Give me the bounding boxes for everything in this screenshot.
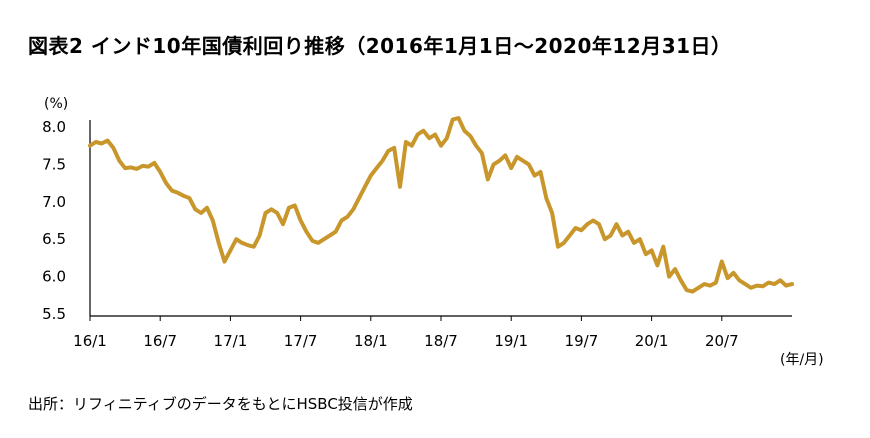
x-tick-label: 17/7: [284, 332, 318, 350]
y-tick-label: 8.0: [42, 118, 66, 136]
y-tick-label: 7.5: [42, 155, 66, 173]
y-axis-unit: (%): [44, 96, 68, 112]
chart-title: 図表2 インド10年国債利回り推移（2016年1月1日～2020年12月31日）: [28, 34, 732, 58]
x-axis-unit: (年/月): [780, 352, 824, 368]
x-axis-ticks: 16/1 16/7 17/1 17/7 18/1 18/7 19/1 19/7 20/1 20/7: [73, 316, 739, 350]
x-tick-label: 19/7: [565, 332, 599, 350]
x-tick-label: 19/1: [494, 332, 528, 350]
y-tick-label: 5.5: [42, 305, 66, 323]
yield-series-line: [88, 116, 794, 294]
x-tick-label: 20/1: [635, 332, 669, 350]
x-tick-label: 16/1: [73, 332, 107, 350]
x-tick-label: 17/1: [214, 332, 248, 350]
source-note: 出所：リフィニティブのデータをもとにHSBC投信が作成: [28, 395, 413, 413]
x-tick-label: 20/7: [705, 332, 739, 350]
y-axis-ticks: 8.0 7.5 7.0 6.5 6.0 5.5: [42, 118, 66, 323]
y-tick-label: 7.0: [42, 193, 66, 211]
y-tick-label: 6.5: [42, 230, 66, 248]
x-tick-label: 18/1: [354, 332, 388, 350]
x-tick-label: 18/7: [424, 332, 458, 350]
y-tick-label: 6.0: [42, 268, 66, 286]
x-tick-label: 16/7: [143, 332, 177, 350]
